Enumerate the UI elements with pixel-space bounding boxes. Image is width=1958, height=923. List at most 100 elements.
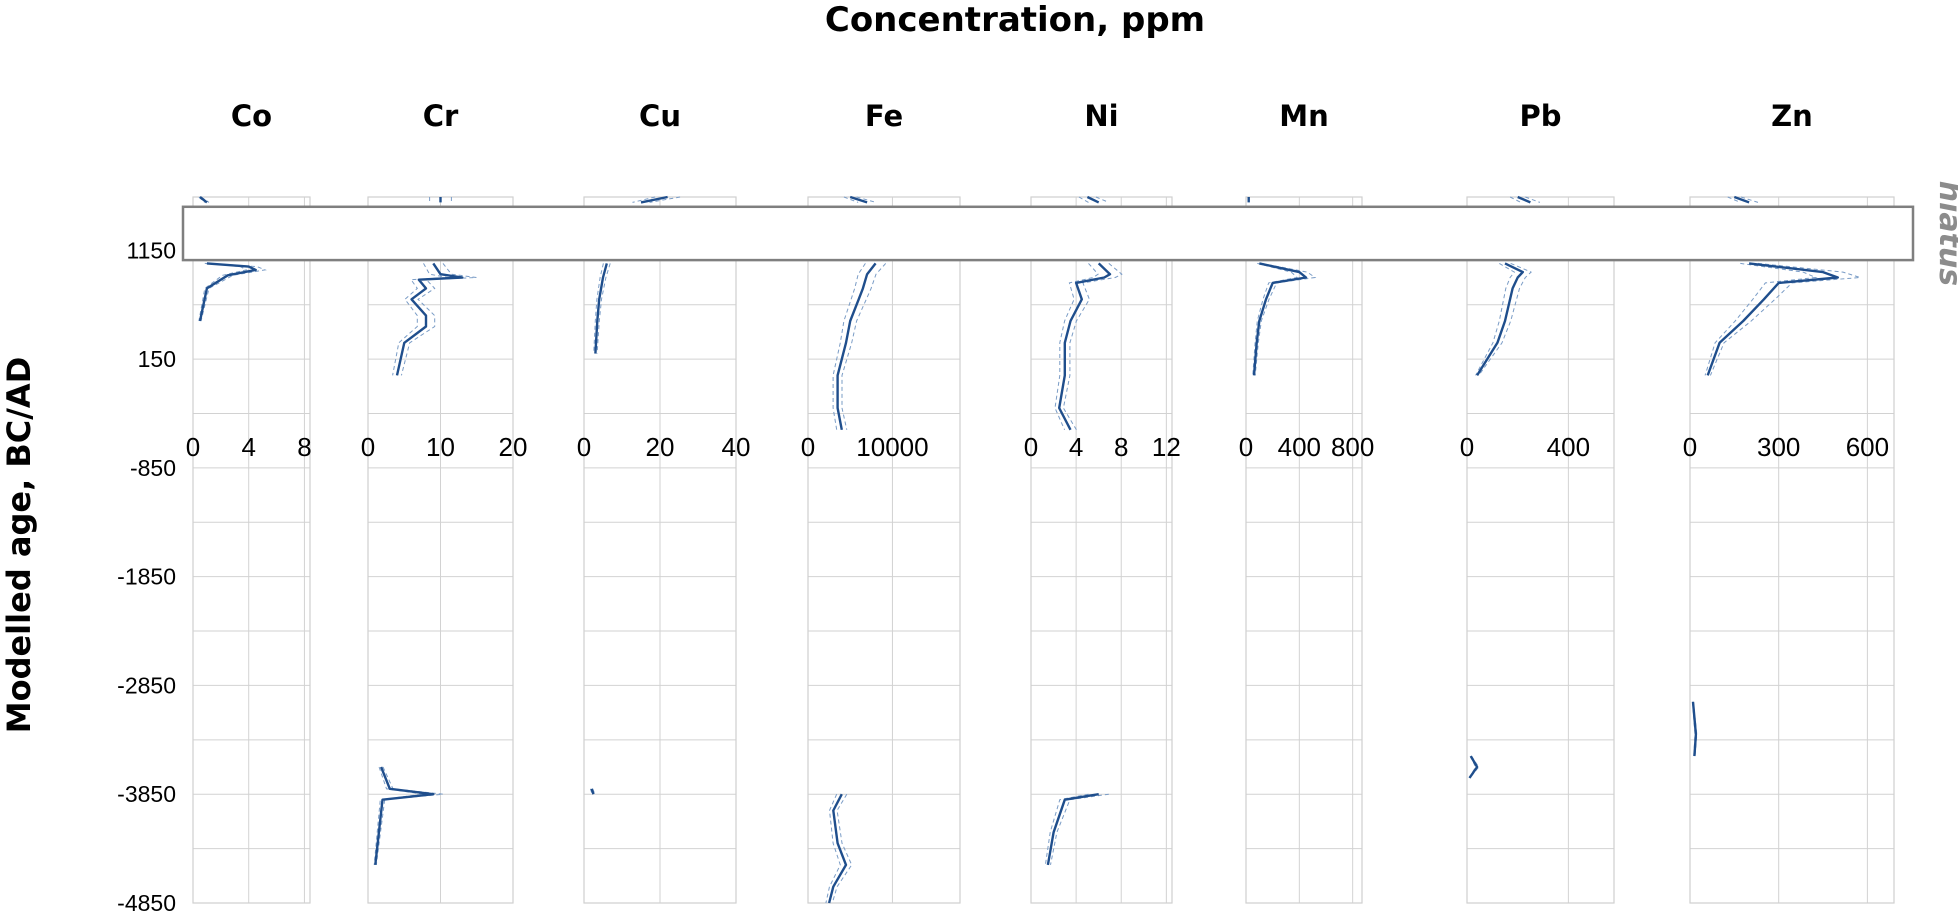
series-line: [1086, 195, 1100, 204]
x-tick-label: 0: [577, 432, 591, 462]
panel-frame: [1030, 196, 1173, 904]
chart-title: Concentration, ppm: [825, 0, 1205, 40]
x-tick-label: 10: [426, 432, 455, 462]
confidence-band-upper: [649, 196, 681, 203]
confidence-band-upper: [596, 263, 611, 354]
x-tick-label: 0: [1024, 432, 1038, 462]
confidence-band-lower: [1044, 793, 1089, 865]
confidence-band-upper: [1050, 793, 1109, 865]
confidence-band-lower: [843, 196, 859, 203]
confidence-band-upper: [1478, 262, 1533, 376]
y-tick-label: 150: [138, 346, 176, 372]
x-tick-label: 0: [1239, 432, 1253, 462]
series-line: [1706, 262, 1840, 376]
hiatus-group: hiatus: [181, 181, 1958, 286]
panel-fe: Fe 0 10000: [801, 99, 961, 904]
panels: Co 0 4 8 Cr 0 10 20 Cu 0 20 40 Fe 0 10000 Ni 0 4 8 12 Mn 0 400…: [186, 99, 1895, 904]
y-tick-label: -1850: [117, 564, 176, 590]
y-axis-ticks: 1150 150 -850 -1850 -2850 -3850 -4850: [117, 237, 176, 916]
x-tick-label: 20: [646, 432, 675, 462]
confidence-band-lower: [1727, 196, 1741, 203]
series-line: [199, 196, 208, 204]
panel-frame: [1466, 196, 1615, 904]
panel-title: Cr: [423, 99, 459, 133]
x-tick-label: 12: [1152, 432, 1181, 462]
series-line: [590, 788, 595, 795]
confidence-band-upper: [1062, 263, 1123, 431]
panel-mn: Mn 0 400 800: [1239, 99, 1374, 904]
series-line: [374, 766, 435, 866]
series-line: [1252, 262, 1308, 376]
series-line: [836, 262, 877, 431]
y-tick-label: 1150: [127, 237, 176, 263]
panel-title: Mn: [1279, 99, 1329, 133]
series-line: [594, 263, 608, 354]
confidence-band-upper: [375, 766, 444, 865]
x-tick-label: 0: [801, 432, 815, 462]
series-line: [395, 262, 464, 376]
y-tick-label: -4850: [117, 890, 176, 916]
y-tick-label: -850: [130, 455, 176, 481]
panel-title: Ni: [1084, 99, 1118, 133]
confidence-band-lower: [832, 263, 866, 430]
panel-co: Co 0 4 8: [186, 99, 312, 904]
confidence-band-lower: [1078, 196, 1089, 203]
confidence-band-upper: [1525, 196, 1541, 203]
panel-pb: Pb 0 400: [1460, 99, 1615, 904]
x-tick-label: 4: [1069, 432, 1083, 462]
x-tick-label: 40: [722, 432, 751, 462]
confidence-band-upper: [1740, 196, 1759, 203]
x-tick-label: 300: [1757, 432, 1800, 462]
confidence-band-upper: [1095, 196, 1109, 203]
panel-cr: Cr 0 10 20: [361, 99, 528, 904]
x-tick-label: 0: [361, 432, 375, 462]
x-tick-label: 400: [1547, 432, 1590, 462]
series-line: [1476, 262, 1525, 377]
y-axis-label: Modelled age, BC/AD: [0, 357, 38, 734]
confidence-band-upper: [1254, 262, 1317, 376]
x-tick-label: 8: [297, 432, 311, 462]
panel-frame: [807, 196, 961, 904]
hiatus-box: [181, 205, 1915, 262]
series-line: [198, 262, 257, 322]
series-line: [1468, 755, 1479, 779]
y-tick-label: -2850: [117, 672, 176, 698]
series-line: [1517, 195, 1531, 204]
x-tick-label: 4: [241, 432, 255, 462]
panel-title: Cu: [639, 99, 681, 133]
confidence-band-lower: [1252, 262, 1299, 376]
series-line: [1046, 793, 1099, 866]
panel-frame: [192, 196, 311, 904]
x-tick-label: 0: [1460, 432, 1474, 462]
x-tick-label: 800: [1331, 432, 1374, 462]
confidence-band-lower: [1704, 262, 1818, 376]
x-tick-label: 20: [499, 432, 528, 462]
confidence-band-lower: [392, 263, 449, 376]
confidence-band-upper: [400, 263, 477, 376]
panel-frame: [1689, 196, 1895, 904]
panel-frame: [1245, 196, 1363, 904]
x-tick-label: 0: [1683, 432, 1697, 462]
series-line: [1733, 195, 1750, 204]
confidence-band-upper: [841, 263, 887, 430]
confidence-band-upper: [831, 793, 853, 904]
confidence-band-upper: [856, 196, 877, 203]
x-tick-label: 0: [186, 432, 200, 462]
series-line: [1057, 262, 1112, 431]
panel-title: Pb: [1519, 99, 1561, 133]
panel-title: Zn: [1771, 99, 1813, 133]
confidence-band-lower: [632, 196, 656, 203]
panel-zn: Zn 0 300 600: [1683, 99, 1895, 904]
panel-frame: [583, 196, 737, 904]
confidence-band-lower: [825, 793, 841, 904]
confidence-band-lower: [593, 263, 604, 354]
x-tick-label: 10000: [856, 432, 928, 462]
panel-title: Fe: [865, 99, 903, 133]
x-tick-label: 600: [1846, 432, 1889, 462]
confidence-band-upper: [1709, 262, 1861, 376]
confidence-band-lower: [373, 766, 424, 865]
panel-title: Co: [231, 99, 272, 133]
x-tick-label: 400: [1278, 432, 1321, 462]
series-line: [640, 195, 668, 204]
x-tick-label: 8: [1114, 432, 1128, 462]
